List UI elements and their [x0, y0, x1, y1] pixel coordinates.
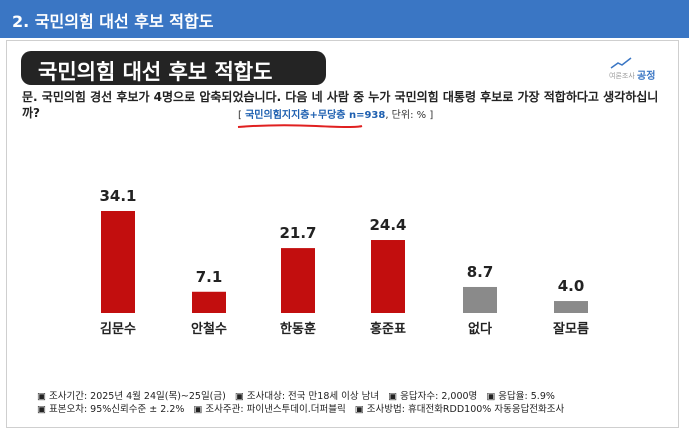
survey-question: 문. 국민의힘 경선 후보가 4명으로 압축되었습니다. 다음 네 사람 중 누… [22, 90, 659, 120]
category-label: 잘모름 [553, 322, 589, 337]
logo-trend-icon [610, 57, 632, 69]
bar-value-label: 21.7 [279, 224, 316, 242]
category-label: 김문수 [100, 322, 136, 337]
category-label: 한동훈 [280, 321, 316, 337]
footer-item: ▣ 응답자수: 2,000명 [388, 391, 478, 402]
bar-5 [554, 301, 588, 313]
sample-underline-mark [237, 124, 363, 128]
bar-2 [281, 248, 315, 313]
footer-item: ▣ 조사기간: 2025년 4월 24일(목)~25일(금) [37, 391, 226, 402]
pollster-logo: 여론조사 공정 [607, 55, 665, 82]
footer-line-2: ▣ 표본오차: 95%신뢰수준 ± 2.2% ▣ 조사주관: 파이낸스투데이.더… [37, 403, 677, 416]
sample-info: [ 국민의힘지지층+무당층 n=938, 단위: % ] [238, 106, 433, 121]
bar-value-label: 8.7 [467, 263, 494, 281]
footer-item: ▣ 조사방법: 휴대전화RDD100% 자동응답전화조사 [354, 404, 565, 415]
footer-item: ▣ 표본오차: 95%신뢰수준 ± 2.2% [37, 404, 185, 415]
bar-3 [371, 240, 405, 313]
bar-value-label: 34.1 [99, 187, 136, 205]
bar-4 [463, 286, 497, 313]
bar-0 [101, 211, 135, 313]
sample-highlight: 국민의힘지지층+무당층 n=938 [245, 110, 386, 121]
logo-text: 공정 [637, 71, 656, 82]
section-header: 2. 국민의힘 대선 후보 적합도 [0, 0, 689, 38]
bar-value-label: 7.1 [196, 268, 223, 286]
bar-value-label: 24.4 [369, 216, 406, 234]
footer-line-1: ▣ 조사기간: 2025년 4월 24일(목)~25일(금) ▣ 조사대상: 전… [37, 390, 677, 403]
footer-item: ▣ 응답율: 5.9% [486, 391, 555, 402]
footer-item: ▣ 조사대상: 전국 만18세 이상 남녀 [234, 391, 380, 402]
logo-subtext: 여론조사 [609, 72, 635, 80]
category-label: 안철수 [191, 321, 227, 337]
sample-bracket-open: [ [238, 110, 246, 121]
category-label: 없다 [468, 321, 492, 337]
survey-footer: ▣ 조사기간: 2025년 4월 24일(목)~25일(금) ▣ 조사대상: 전… [37, 390, 677, 416]
footer-item: ▣ 조사주관: 파이낸스투데이.더퍼블릭 [193, 404, 346, 415]
bar-value-label: 4.0 [558, 277, 585, 295]
card-title-pill [21, 51, 326, 85]
category-label: 홍준표 [370, 321, 406, 337]
sample-unit: , 단위: % ] [385, 110, 434, 121]
section-title: 2. 국민의힘 대선 후보 적합도 [12, 12, 214, 31]
bar-1 [192, 291, 226, 313]
card-title: 국민의힘 대선 후보 적합도 [38, 60, 273, 84]
